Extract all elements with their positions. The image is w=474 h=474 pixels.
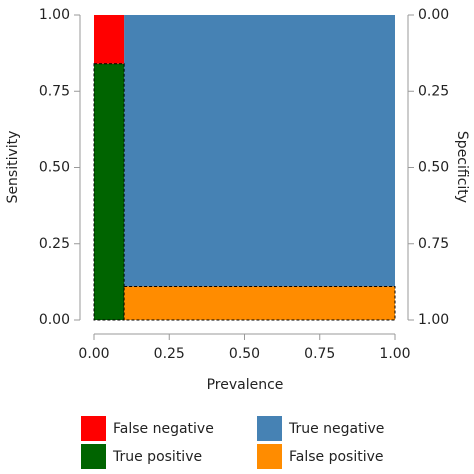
- legend-swatch: [257, 444, 282, 469]
- x-tick-label: 0.00: [78, 346, 109, 362]
- legend-label: True negative: [288, 421, 384, 437]
- legend-swatch: [257, 416, 282, 441]
- y2-tick-label: 0.25: [418, 83, 449, 99]
- y-tick-label: 0.50: [39, 160, 70, 176]
- legend-label: False positive: [289, 449, 384, 465]
- false-negative: [94, 15, 125, 64]
- y-tick-label: 0.00: [39, 312, 70, 328]
- x-axis-label: Prevalence: [207, 377, 284, 393]
- true-negative: [124, 15, 395, 287]
- x-tick-label: 1.00: [379, 346, 410, 362]
- y2-tick-label: 0.50: [418, 160, 449, 176]
- y-axis-label: Sensitivity: [5, 131, 21, 204]
- false-positive: [123, 285, 396, 321]
- legend-label: False negative: [113, 421, 214, 437]
- x-tick-label: 0.25: [154, 346, 185, 362]
- y-tick-label: 0.25: [39, 236, 70, 252]
- y2-tick-label: 1.00: [418, 312, 449, 328]
- legend-label: True positive: [112, 449, 202, 465]
- legend-swatch: [81, 416, 106, 441]
- x-tick-label: 0.75: [304, 346, 335, 362]
- y2-axis-label: Specificity: [454, 131, 470, 203]
- y2-tick-label: 0.00: [418, 7, 449, 23]
- y2-tick-label: 0.75: [418, 236, 449, 252]
- y-tick-label: 0.75: [39, 83, 70, 99]
- x-tick-label: 0.50: [229, 346, 260, 362]
- legend-swatch: [81, 444, 106, 469]
- y-tick-label: 1.00: [39, 7, 70, 23]
- true-positive: [93, 63, 125, 321]
